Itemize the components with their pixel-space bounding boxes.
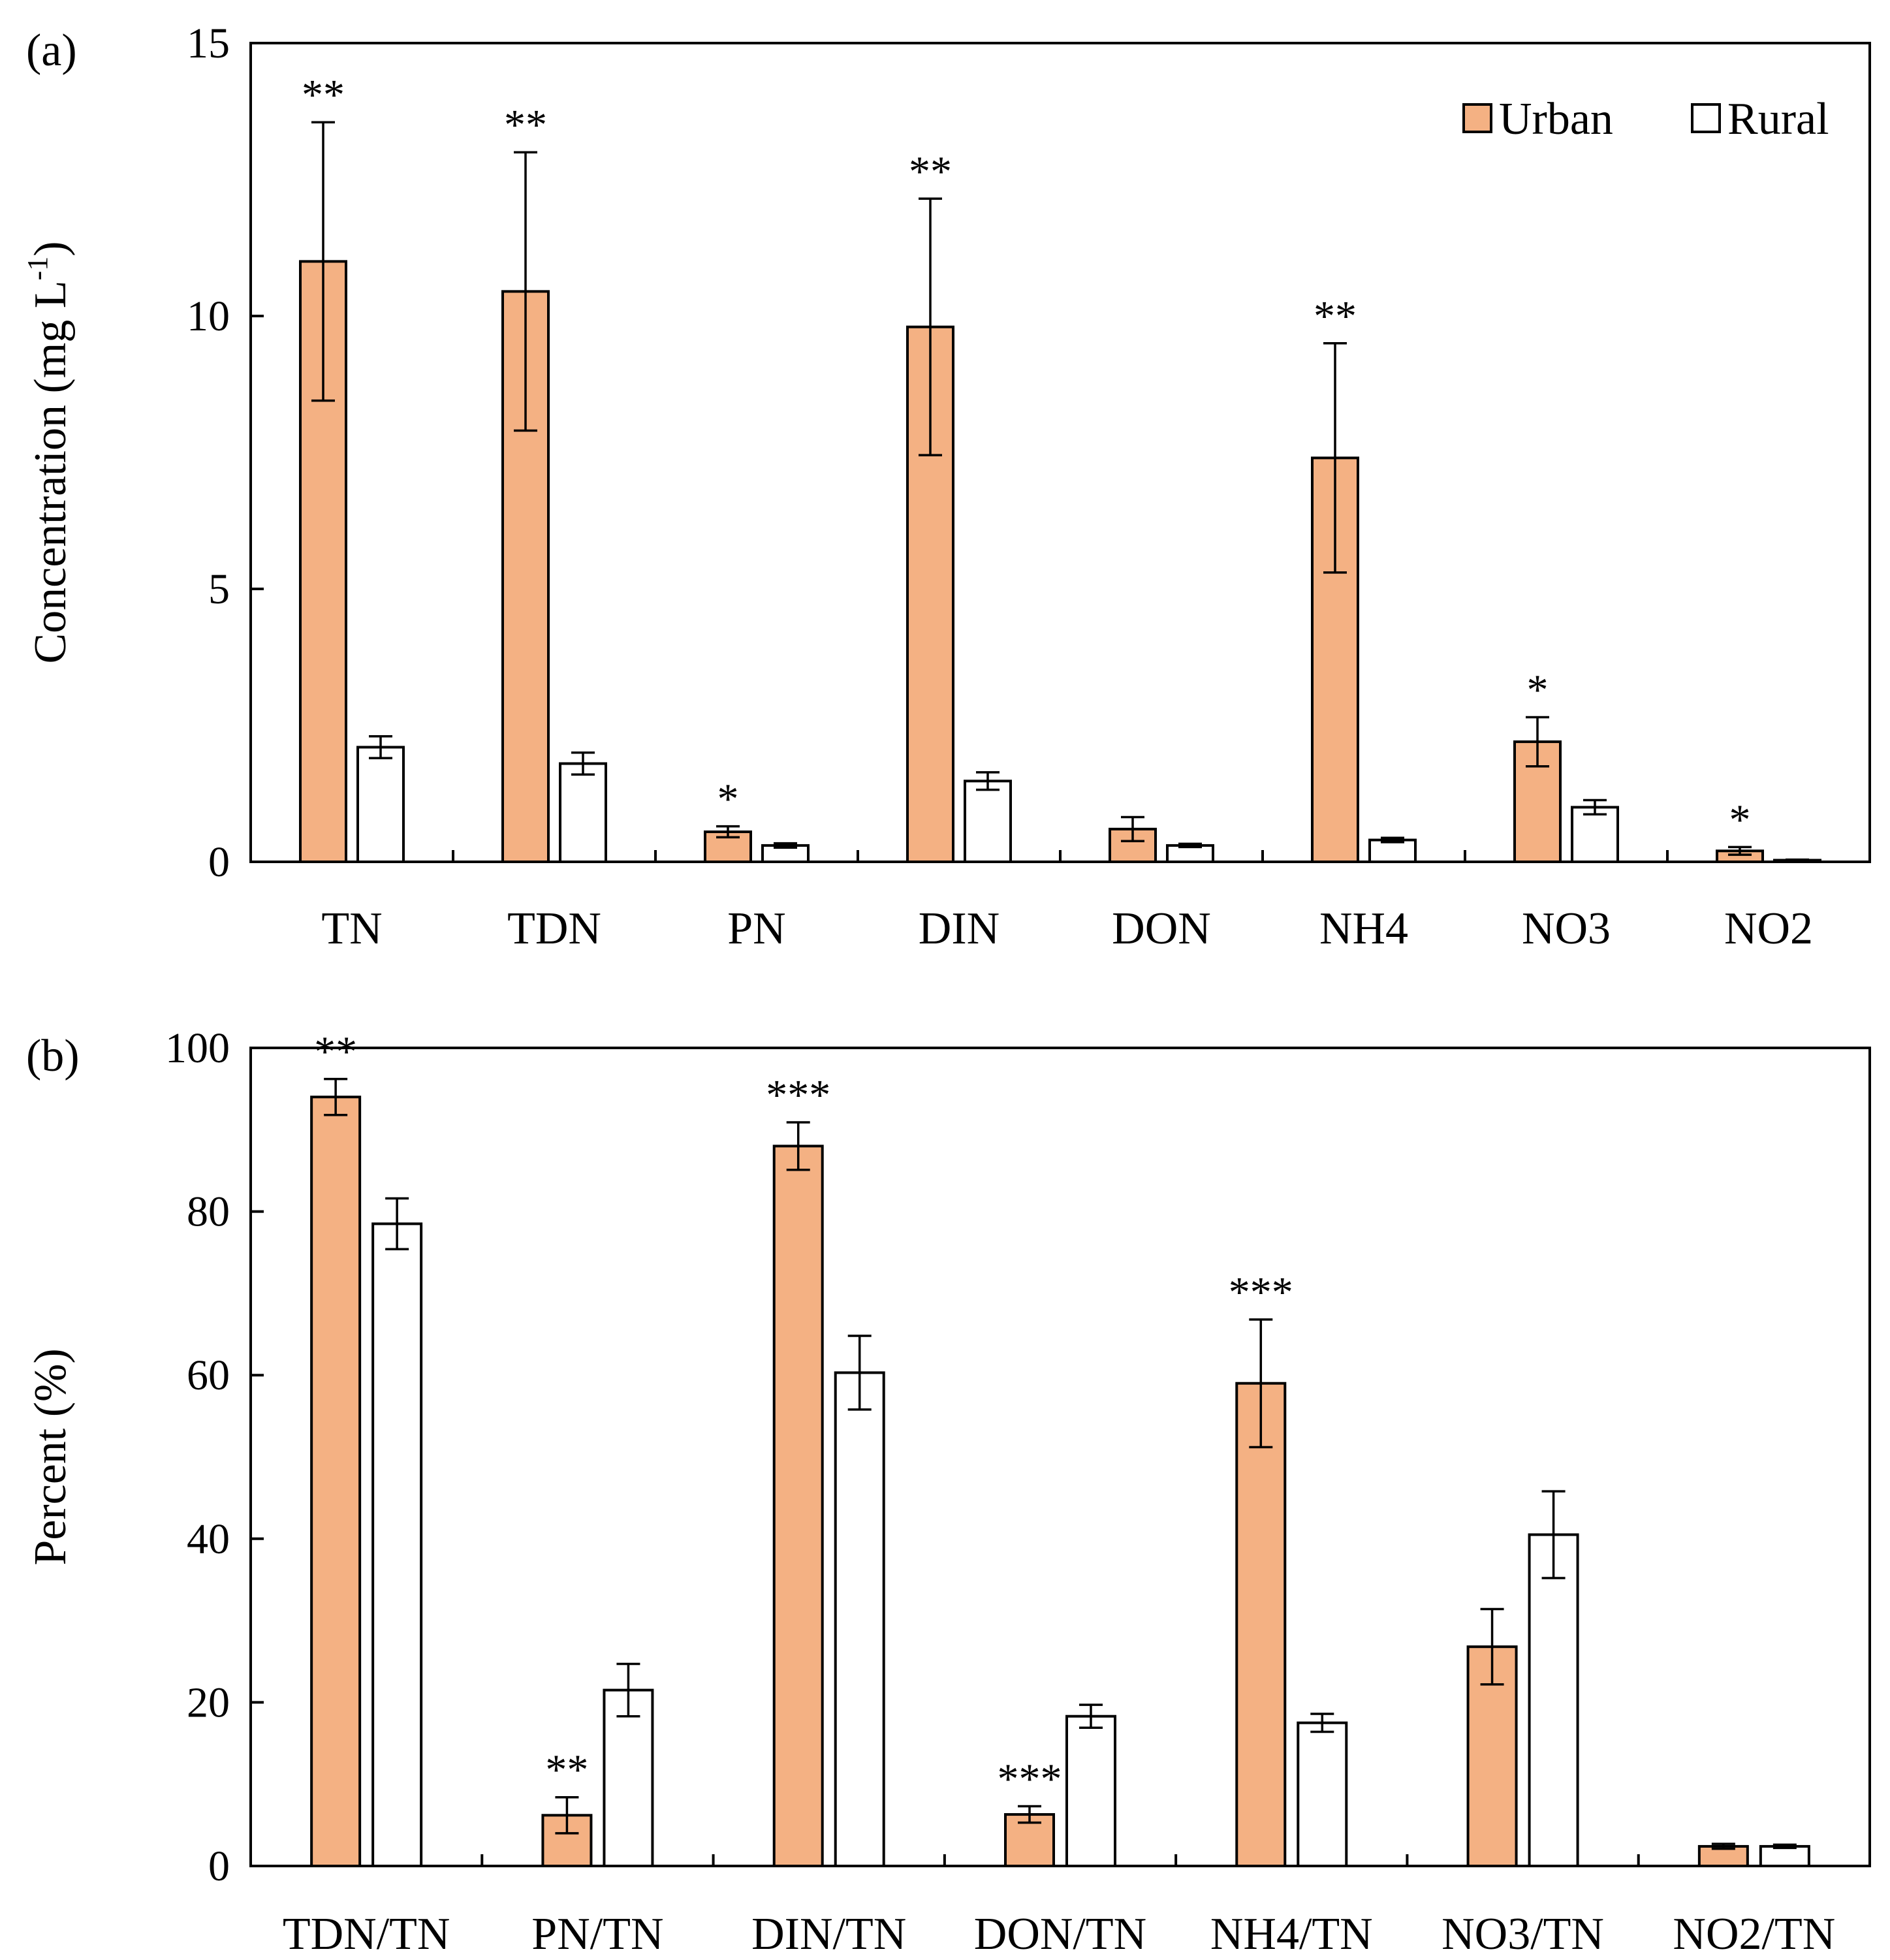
category-label: PN/TN	[531, 1909, 663, 1959]
significance-label: **	[504, 101, 547, 149]
y-axis-label: Concentration (mg L-1)	[22, 241, 76, 663]
category-label: NO3/TN	[1441, 1909, 1604, 1959]
rural-bar	[1297, 1721, 1348, 1868]
significance-label: ***	[1229, 1269, 1293, 1316]
significance-label: ***	[998, 1756, 1062, 1803]
category-label: TDN	[507, 904, 601, 954]
y-tick-label: 80	[187, 1188, 230, 1236]
significance-label: **	[545, 1747, 588, 1794]
rural-bar	[559, 762, 607, 864]
urban-bar	[772, 1145, 824, 1867]
rural-bar	[1368, 838, 1417, 864]
panel-label: (a)	[26, 25, 77, 76]
y-axis-label-main: Percent (%)	[25, 1348, 76, 1565]
rural-bar	[834, 1371, 885, 1867]
rural-bar	[1571, 806, 1619, 864]
panel-label: (b)	[26, 1031, 80, 1081]
significance-label: *	[1527, 666, 1549, 714]
legend-swatch-rural	[1691, 103, 1721, 133]
rural-bar	[964, 780, 1012, 863]
plot-frame	[249, 1047, 1871, 1867]
y-tick-label: 0	[208, 838, 230, 886]
y-tick-label: 40	[187, 1515, 230, 1563]
rural-bar	[356, 746, 405, 863]
plot-frame	[249, 42, 1871, 863]
y-axis-label-main: Concentration (mg L	[25, 280, 76, 663]
significance-label: **	[302, 71, 345, 119]
rural-bar	[1759, 1844, 1810, 1867]
y-axis-label-sup: -1	[22, 257, 54, 281]
rural-bar	[371, 1222, 423, 1867]
panel-a: 0 5 10 15 ** TN ** TDN * PN ** DIN DON ** NH4 * NO3 * NO2 (…	[22, 20, 1871, 954]
category-label: TN	[321, 904, 382, 954]
y-tick-label: 5	[208, 565, 230, 613]
category-label: NH4	[1319, 904, 1408, 954]
y-tick-label: 0	[208, 1842, 230, 1890]
significance-label: **	[1314, 292, 1357, 340]
urban-bar	[501, 290, 550, 863]
y-tick-label: 100	[165, 1024, 230, 1072]
category-label: DIN	[919, 904, 1000, 954]
panel-b: 0 20 40 60 80 100 ** TDN/TN ** PN/TN *** DIN/TN *** D…	[25, 1024, 1871, 1959]
y-tick-label: 15	[187, 20, 230, 67]
rural-bar	[1528, 1533, 1579, 1867]
category-label: DON/TN	[974, 1909, 1146, 1959]
urban-bar	[310, 1096, 362, 1867]
significance-label: **	[909, 148, 952, 195]
category-label: NO3	[1522, 904, 1611, 954]
y-axis-label-end: )	[25, 241, 76, 256]
y-axis-label: Percent (%)	[25, 1348, 76, 1565]
category-label: NO2/TN	[1673, 1909, 1835, 1959]
urban-bar	[1235, 1382, 1287, 1867]
legend: Urban Rural	[1462, 94, 1829, 144]
rural-bar	[1065, 1715, 1116, 1867]
y-tick-label: 10	[187, 292, 230, 340]
significance-label: **	[314, 1028, 357, 1076]
category-label: DIN/TN	[751, 1909, 906, 1959]
category-label: DON	[1112, 904, 1211, 954]
category-label: NO2	[1724, 904, 1813, 954]
legend-swatch-urban	[1462, 103, 1492, 133]
y-tick-label: 20	[187, 1679, 230, 1726]
category-label: PN	[727, 904, 785, 954]
category-label: NH4/TN	[1210, 1909, 1373, 1959]
y-tick-label: 60	[187, 1351, 230, 1399]
category-label: TDN/TN	[283, 1909, 450, 1959]
significance-label: *	[1729, 796, 1751, 844]
significance-label: ***	[766, 1071, 830, 1119]
legend-label-urban: Urban	[1499, 94, 1613, 144]
significance-label: *	[717, 776, 739, 823]
legend-label-rural: Rural	[1727, 94, 1829, 144]
